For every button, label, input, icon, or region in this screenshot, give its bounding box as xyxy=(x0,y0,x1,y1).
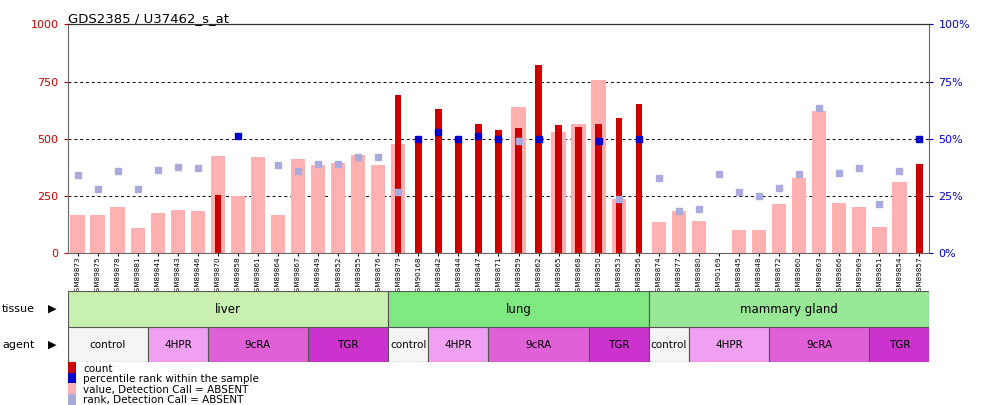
Bar xyxy=(832,203,847,253)
Bar xyxy=(211,156,225,253)
Bar xyxy=(751,230,766,253)
Bar xyxy=(892,182,907,253)
Text: tissue: tissue xyxy=(2,304,35,314)
Bar xyxy=(672,211,686,253)
Bar xyxy=(371,165,386,253)
Bar xyxy=(308,327,389,362)
Bar xyxy=(536,66,542,253)
Bar xyxy=(331,163,345,253)
Bar xyxy=(455,139,461,253)
Text: control: control xyxy=(390,340,426,350)
Bar xyxy=(689,327,769,362)
Bar xyxy=(68,291,389,327)
Text: 4HPR: 4HPR xyxy=(444,340,472,350)
Bar xyxy=(488,327,588,362)
Bar xyxy=(649,327,689,362)
Text: percentile rank within the sample: percentile rank within the sample xyxy=(83,374,259,384)
Bar xyxy=(90,215,105,253)
Bar xyxy=(515,128,522,253)
Bar xyxy=(148,327,208,362)
Bar xyxy=(208,327,308,362)
Text: value, Detection Call = ABSENT: value, Detection Call = ABSENT xyxy=(83,385,248,394)
Bar xyxy=(435,109,441,253)
Bar xyxy=(415,139,421,253)
Bar xyxy=(812,111,826,253)
Bar xyxy=(391,145,406,253)
Bar xyxy=(68,327,148,362)
Bar xyxy=(916,164,922,253)
Bar xyxy=(291,159,305,253)
Bar xyxy=(389,291,649,327)
Text: agent: agent xyxy=(2,340,35,350)
Bar xyxy=(588,327,649,362)
Bar xyxy=(511,107,526,253)
Bar xyxy=(191,211,205,253)
Text: TGR: TGR xyxy=(337,340,359,350)
Bar xyxy=(71,215,84,253)
Bar xyxy=(652,222,666,253)
Bar xyxy=(611,199,626,253)
Text: mammary gland: mammary gland xyxy=(741,303,838,315)
Bar xyxy=(130,228,145,253)
Text: 9cRA: 9cRA xyxy=(806,340,832,350)
Bar xyxy=(475,124,482,253)
Text: control: control xyxy=(651,340,687,350)
Bar xyxy=(110,207,125,253)
Bar xyxy=(615,118,622,253)
Text: count: count xyxy=(83,364,113,373)
Text: 9cRA: 9cRA xyxy=(245,340,271,350)
Bar xyxy=(732,230,746,253)
Bar xyxy=(150,213,165,253)
Text: lung: lung xyxy=(506,303,532,315)
Bar xyxy=(556,125,562,253)
Bar xyxy=(250,157,265,253)
Bar xyxy=(595,124,602,253)
Bar xyxy=(769,327,870,362)
Bar xyxy=(395,95,402,253)
Bar xyxy=(270,215,285,253)
Bar xyxy=(635,104,642,253)
Bar xyxy=(215,195,221,253)
Bar xyxy=(792,178,806,253)
Text: ▶: ▶ xyxy=(48,304,57,314)
Bar xyxy=(591,80,606,253)
Bar xyxy=(649,291,929,327)
Bar xyxy=(870,327,929,362)
Text: 9cRA: 9cRA xyxy=(526,340,552,350)
Bar xyxy=(852,207,867,253)
Bar xyxy=(576,127,581,253)
Bar xyxy=(692,221,706,253)
Text: 4HPR: 4HPR xyxy=(715,340,743,350)
Bar xyxy=(495,130,502,253)
Bar xyxy=(231,196,246,253)
Text: TGR: TGR xyxy=(889,340,911,350)
Bar xyxy=(872,227,887,253)
Text: liver: liver xyxy=(215,303,241,315)
Bar xyxy=(428,327,488,362)
Text: ▶: ▶ xyxy=(48,340,57,350)
Bar xyxy=(552,132,566,253)
Text: TGR: TGR xyxy=(608,340,629,350)
Bar xyxy=(389,327,428,362)
Text: GDS2385 / U37462_s_at: GDS2385 / U37462_s_at xyxy=(68,12,229,25)
Bar xyxy=(772,204,786,253)
Bar xyxy=(311,165,325,253)
Text: rank, Detection Call = ABSENT: rank, Detection Call = ABSENT xyxy=(83,395,244,405)
Bar xyxy=(572,124,585,253)
Bar xyxy=(171,210,185,253)
Text: 4HPR: 4HPR xyxy=(164,340,192,350)
Text: control: control xyxy=(89,340,126,350)
Bar xyxy=(351,155,366,253)
